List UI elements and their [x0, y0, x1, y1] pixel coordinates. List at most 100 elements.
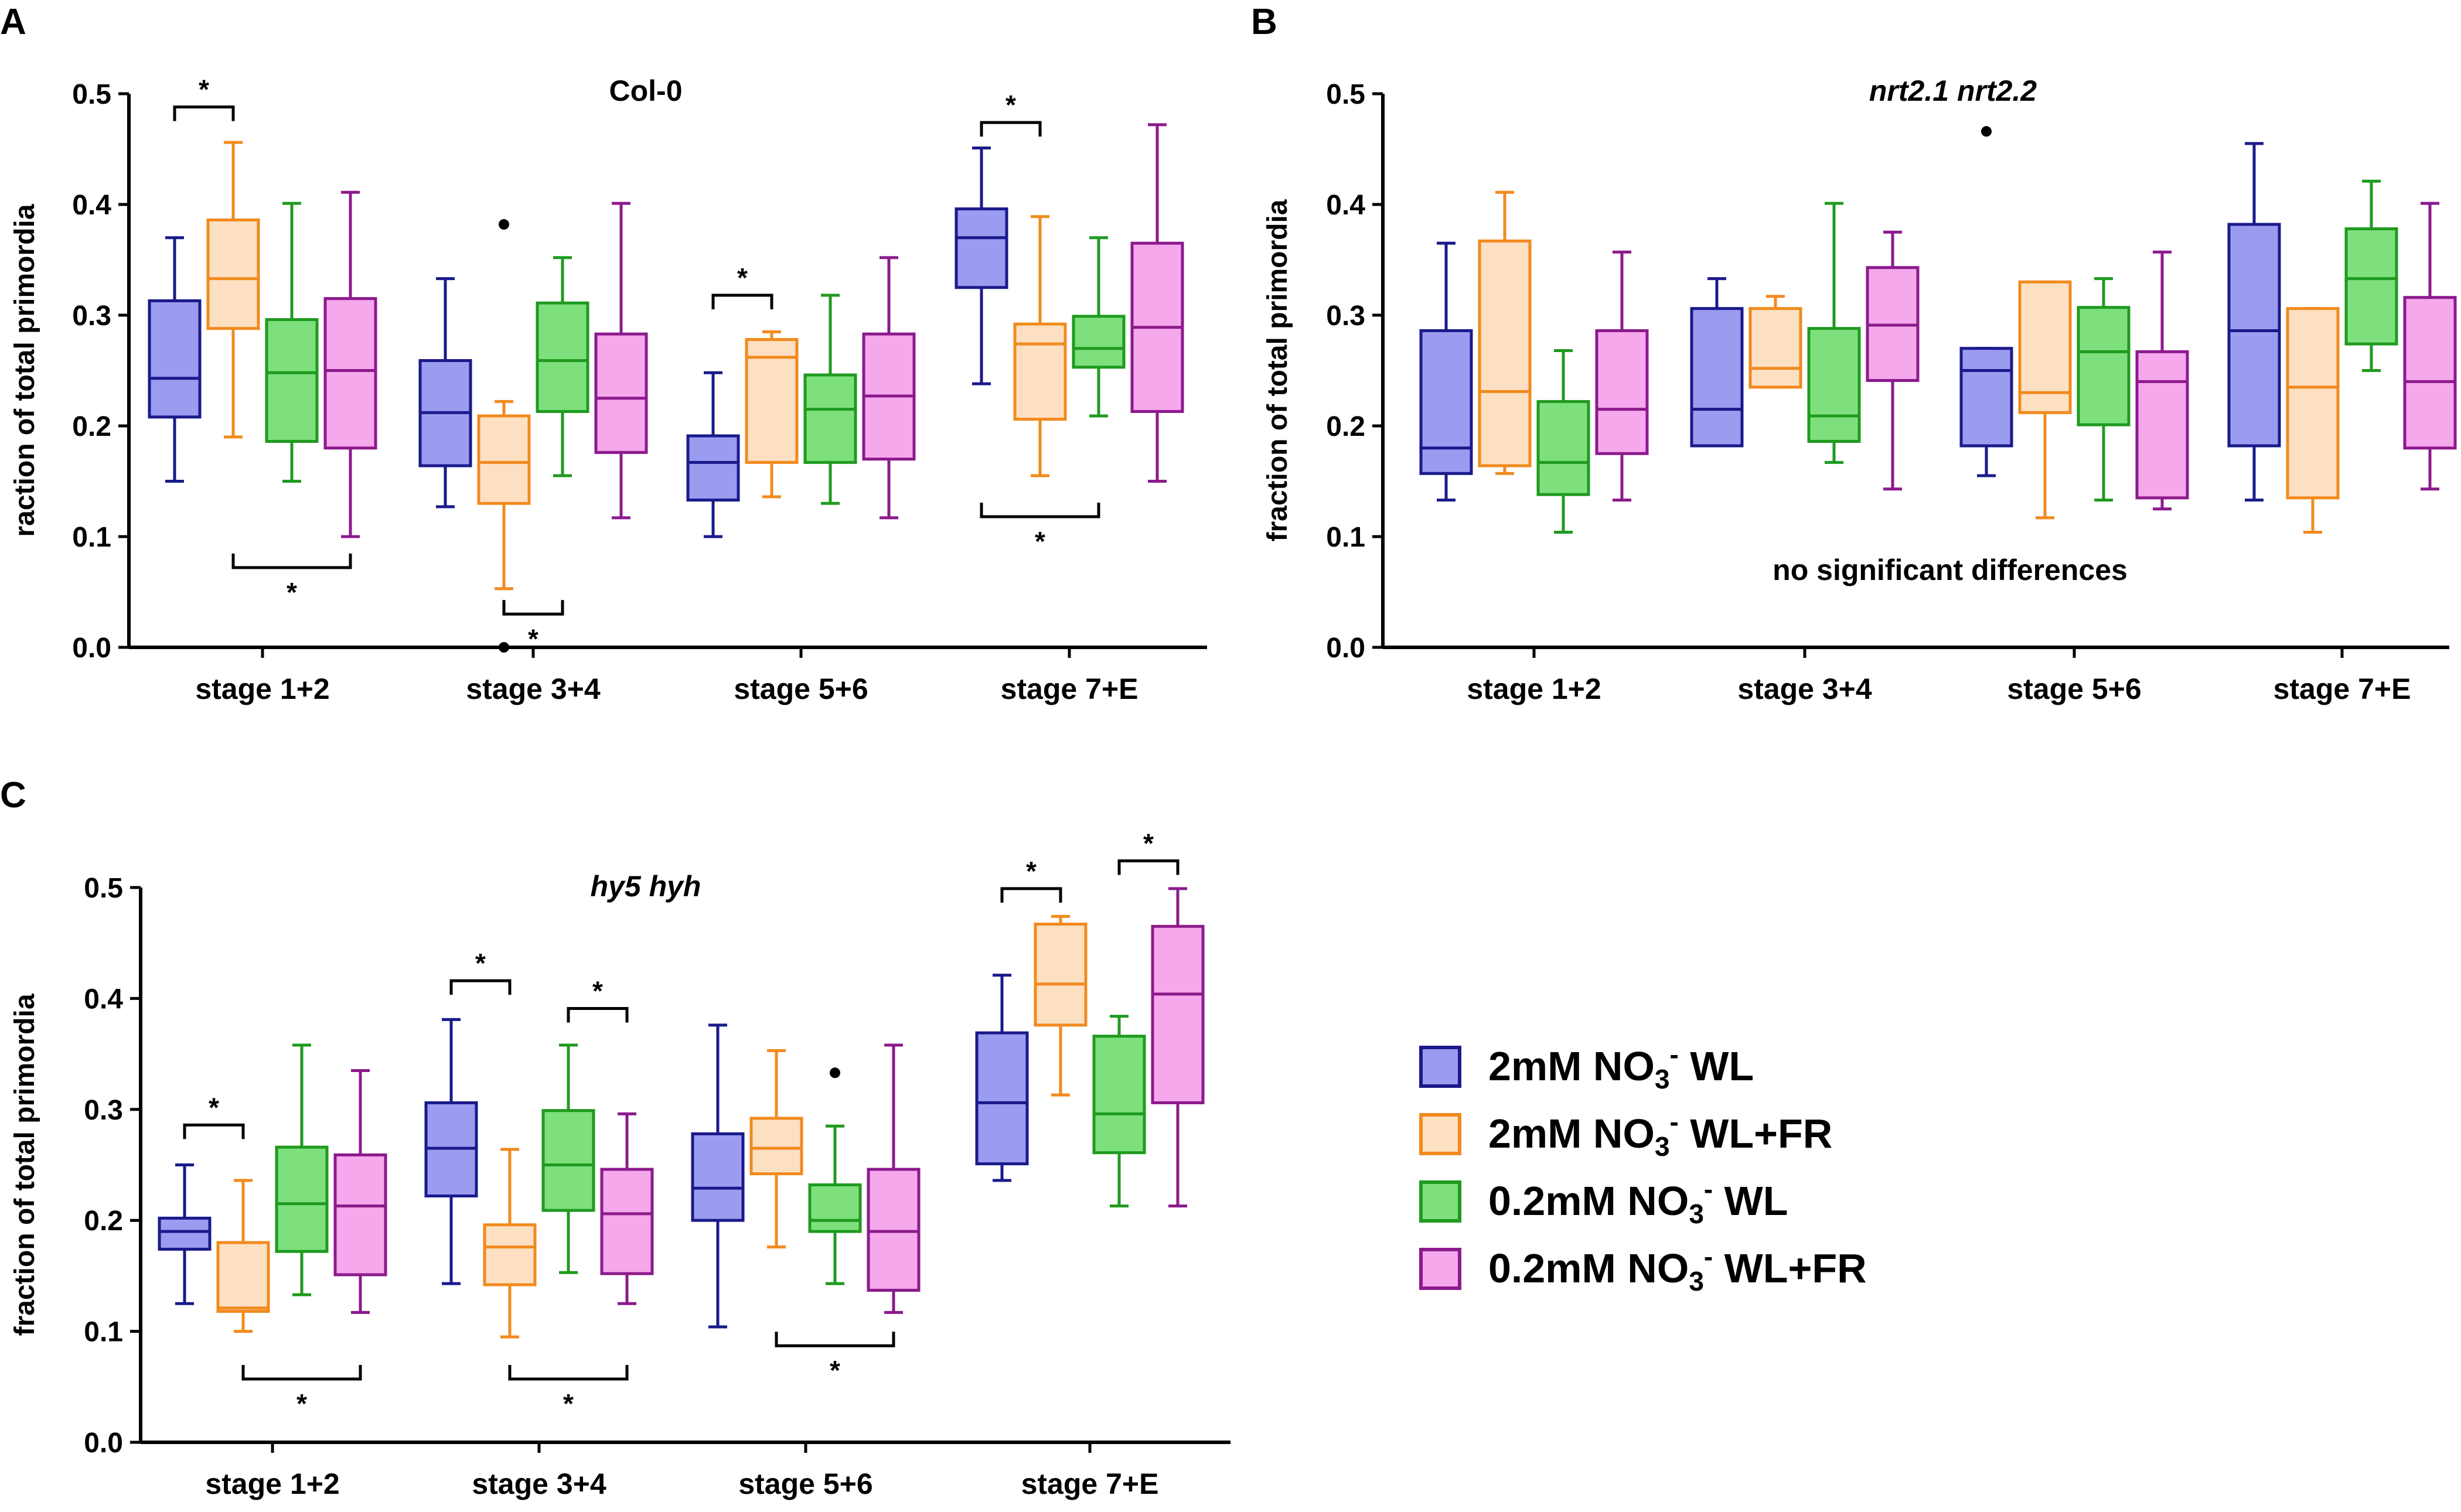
box-2mm-no3-wl-fr — [1478, 190, 1532, 475]
box-iqr — [1072, 315, 1126, 369]
box-0-2mm-no3-wl — [1092, 1015, 1146, 1208]
legend-item: 0.2mM NO3- WL+FR — [1419, 1241, 1867, 1296]
legend-swatch — [1419, 1180, 1461, 1223]
significance-bracket — [241, 1365, 362, 1381]
box-iqr — [686, 434, 740, 502]
legend-label-pre: 2mM NO — [1488, 1111, 1655, 1156]
x-tick-label: stage 5+6 — [734, 673, 868, 705]
significance-star: * — [475, 948, 486, 978]
box-iqr — [148, 299, 202, 419]
box-2mm-no3-wl-fr — [206, 141, 260, 439]
significance-star: * — [296, 1388, 307, 1419]
y-tick-label: 0.3 — [72, 301, 111, 332]
y-tick-label: 0.0 — [1326, 633, 1365, 664]
significance-star: * — [563, 1388, 574, 1419]
box-iqr — [1959, 347, 2013, 448]
significance-star: * — [1035, 526, 1045, 557]
y-tick-label: 0.4 — [72, 190, 111, 221]
box-iqr — [1536, 400, 1590, 496]
box-0-2mm-no3-wl-fr — [1151, 887, 1205, 1208]
panel-c: C 0.0 0.1 0.2 0.3 0.4 0.5 stage 1+2 stage 3+4 sta… — [0, 775, 1230, 1500]
box-iqr — [2077, 306, 2131, 426]
y-tick-label: 0.5 — [84, 873, 123, 904]
legend-label-sub: 3 — [1655, 1131, 1670, 1162]
box-iqr — [1151, 924, 1205, 1104]
note-text: no significant differences — [1773, 554, 2128, 586]
chart-title: hy5 hyh — [591, 870, 701, 903]
y-tick-label: 0.3 — [84, 1095, 123, 1126]
box-0-2mm-no3-wl-fr — [1866, 230, 1920, 491]
legend-label-sub: 3 — [1655, 1064, 1670, 1094]
box-0-2mm-no3-wl-fr — [2135, 250, 2189, 511]
significance-bracket — [1117, 859, 1180, 875]
box-0-2mm-no3-wl-fr — [862, 256, 916, 520]
y-tick-label: 0.2 — [72, 411, 111, 442]
legend-label-pre: 0.2mM NO — [1488, 1245, 1689, 1291]
box-0-2mm-no3-wl-fr — [2403, 202, 2457, 491]
legend-label-pre: 2mM NO — [1488, 1043, 1655, 1089]
box-0-2mm-no3-wl-fr — [600, 1112, 654, 1305]
box-iqr — [1013, 322, 1067, 421]
box-0-2mm-no3-wl-fr — [333, 1069, 387, 1314]
x-tick-label: stage 3+4 — [1737, 673, 1872, 705]
box-0-2mm-no3-wl — [536, 256, 589, 477]
box-2mm-no3-wl-fr — [2018, 280, 2072, 520]
box-iqr — [1478, 239, 1532, 467]
y-axis-label: fraction of total primordia — [9, 994, 40, 1336]
y-tick-label: 0.3 — [1326, 301, 1365, 332]
significance-star: * — [528, 623, 538, 654]
box-iqr — [1419, 329, 1473, 475]
box-iqr — [477, 414, 531, 505]
box-iqr — [1595, 329, 1649, 455]
box-0-2mm-no3-wl — [2344, 179, 2398, 372]
box-2mm-no3-wl — [691, 1023, 745, 1329]
legend-item: 2mM NO3- WL — [1419, 1039, 1754, 1094]
box-iqr — [1807, 327, 1861, 443]
box-2mm-no3-wl-fr — [1034, 914, 1088, 1097]
box-iqr — [2227, 223, 2281, 448]
box-iqr — [2018, 280, 2072, 414]
box-2mm-no3-wl-fr — [477, 400, 531, 591]
significance-bracket — [449, 979, 512, 995]
legend-label-post: WL+FR — [1713, 1245, 1866, 1291]
box-0-2mm-no3-wl — [1807, 202, 1861, 464]
legend-swatch — [1419, 1046, 1461, 1088]
box-iqr — [536, 301, 589, 413]
box-2mm-no3-wl — [975, 974, 1029, 1182]
significance-star: * — [287, 577, 297, 607]
y-tick-label: 0.2 — [1326, 411, 1365, 442]
y-tick-label: 0.0 — [72, 633, 111, 664]
x-tick-label: stage 3+4 — [472, 1467, 606, 1500]
x-tick-label: stage 7+E — [1001, 673, 1139, 705]
x-tick-label: stage 7+E — [2273, 673, 2411, 705]
chart-title: Col-0 — [609, 74, 683, 107]
outlier-point — [1981, 126, 1992, 137]
box-iqr — [1034, 923, 1088, 1027]
significance-bracket — [173, 105, 235, 121]
y-tick-label: 0.0 — [84, 1428, 123, 1459]
box-iqr — [1690, 307, 1744, 448]
legend-label-sup: - — [1670, 1039, 1679, 1070]
box-0-2mm-no3-wl — [808, 1124, 862, 1285]
box-0-2mm-no3-wl-fr — [867, 1043, 921, 1314]
significance-bracket — [980, 502, 1100, 518]
legend-label-sup: - — [1704, 1174, 1713, 1204]
box-iqr — [975, 1031, 1029, 1166]
box-iqr — [803, 373, 857, 464]
significance-bracket — [980, 121, 1042, 137]
legend-label-pre: 0.2mM NO — [1488, 1178, 1689, 1224]
box-2mm-no3-wl-fr — [483, 1148, 537, 1339]
significance-star: * — [830, 1355, 840, 1385]
legend-label-post: WL — [1679, 1043, 1754, 1089]
box-0-2mm-no3-wl-fr — [594, 202, 648, 520]
significance-bracket — [775, 1332, 895, 1347]
significance-star: * — [1026, 856, 1037, 886]
box-2mm-no3-wl — [418, 277, 472, 508]
significance-bracket — [502, 600, 564, 616]
box-2mm-no3-wl-fr — [1748, 295, 1802, 389]
box-2mm-no3-wl — [424, 1018, 478, 1285]
box-2mm-no3-wl — [2227, 142, 2281, 502]
panel-letter: B — [1251, 2, 1277, 42]
box-iqr — [2403, 296, 2457, 450]
box-iqr — [216, 1241, 270, 1313]
